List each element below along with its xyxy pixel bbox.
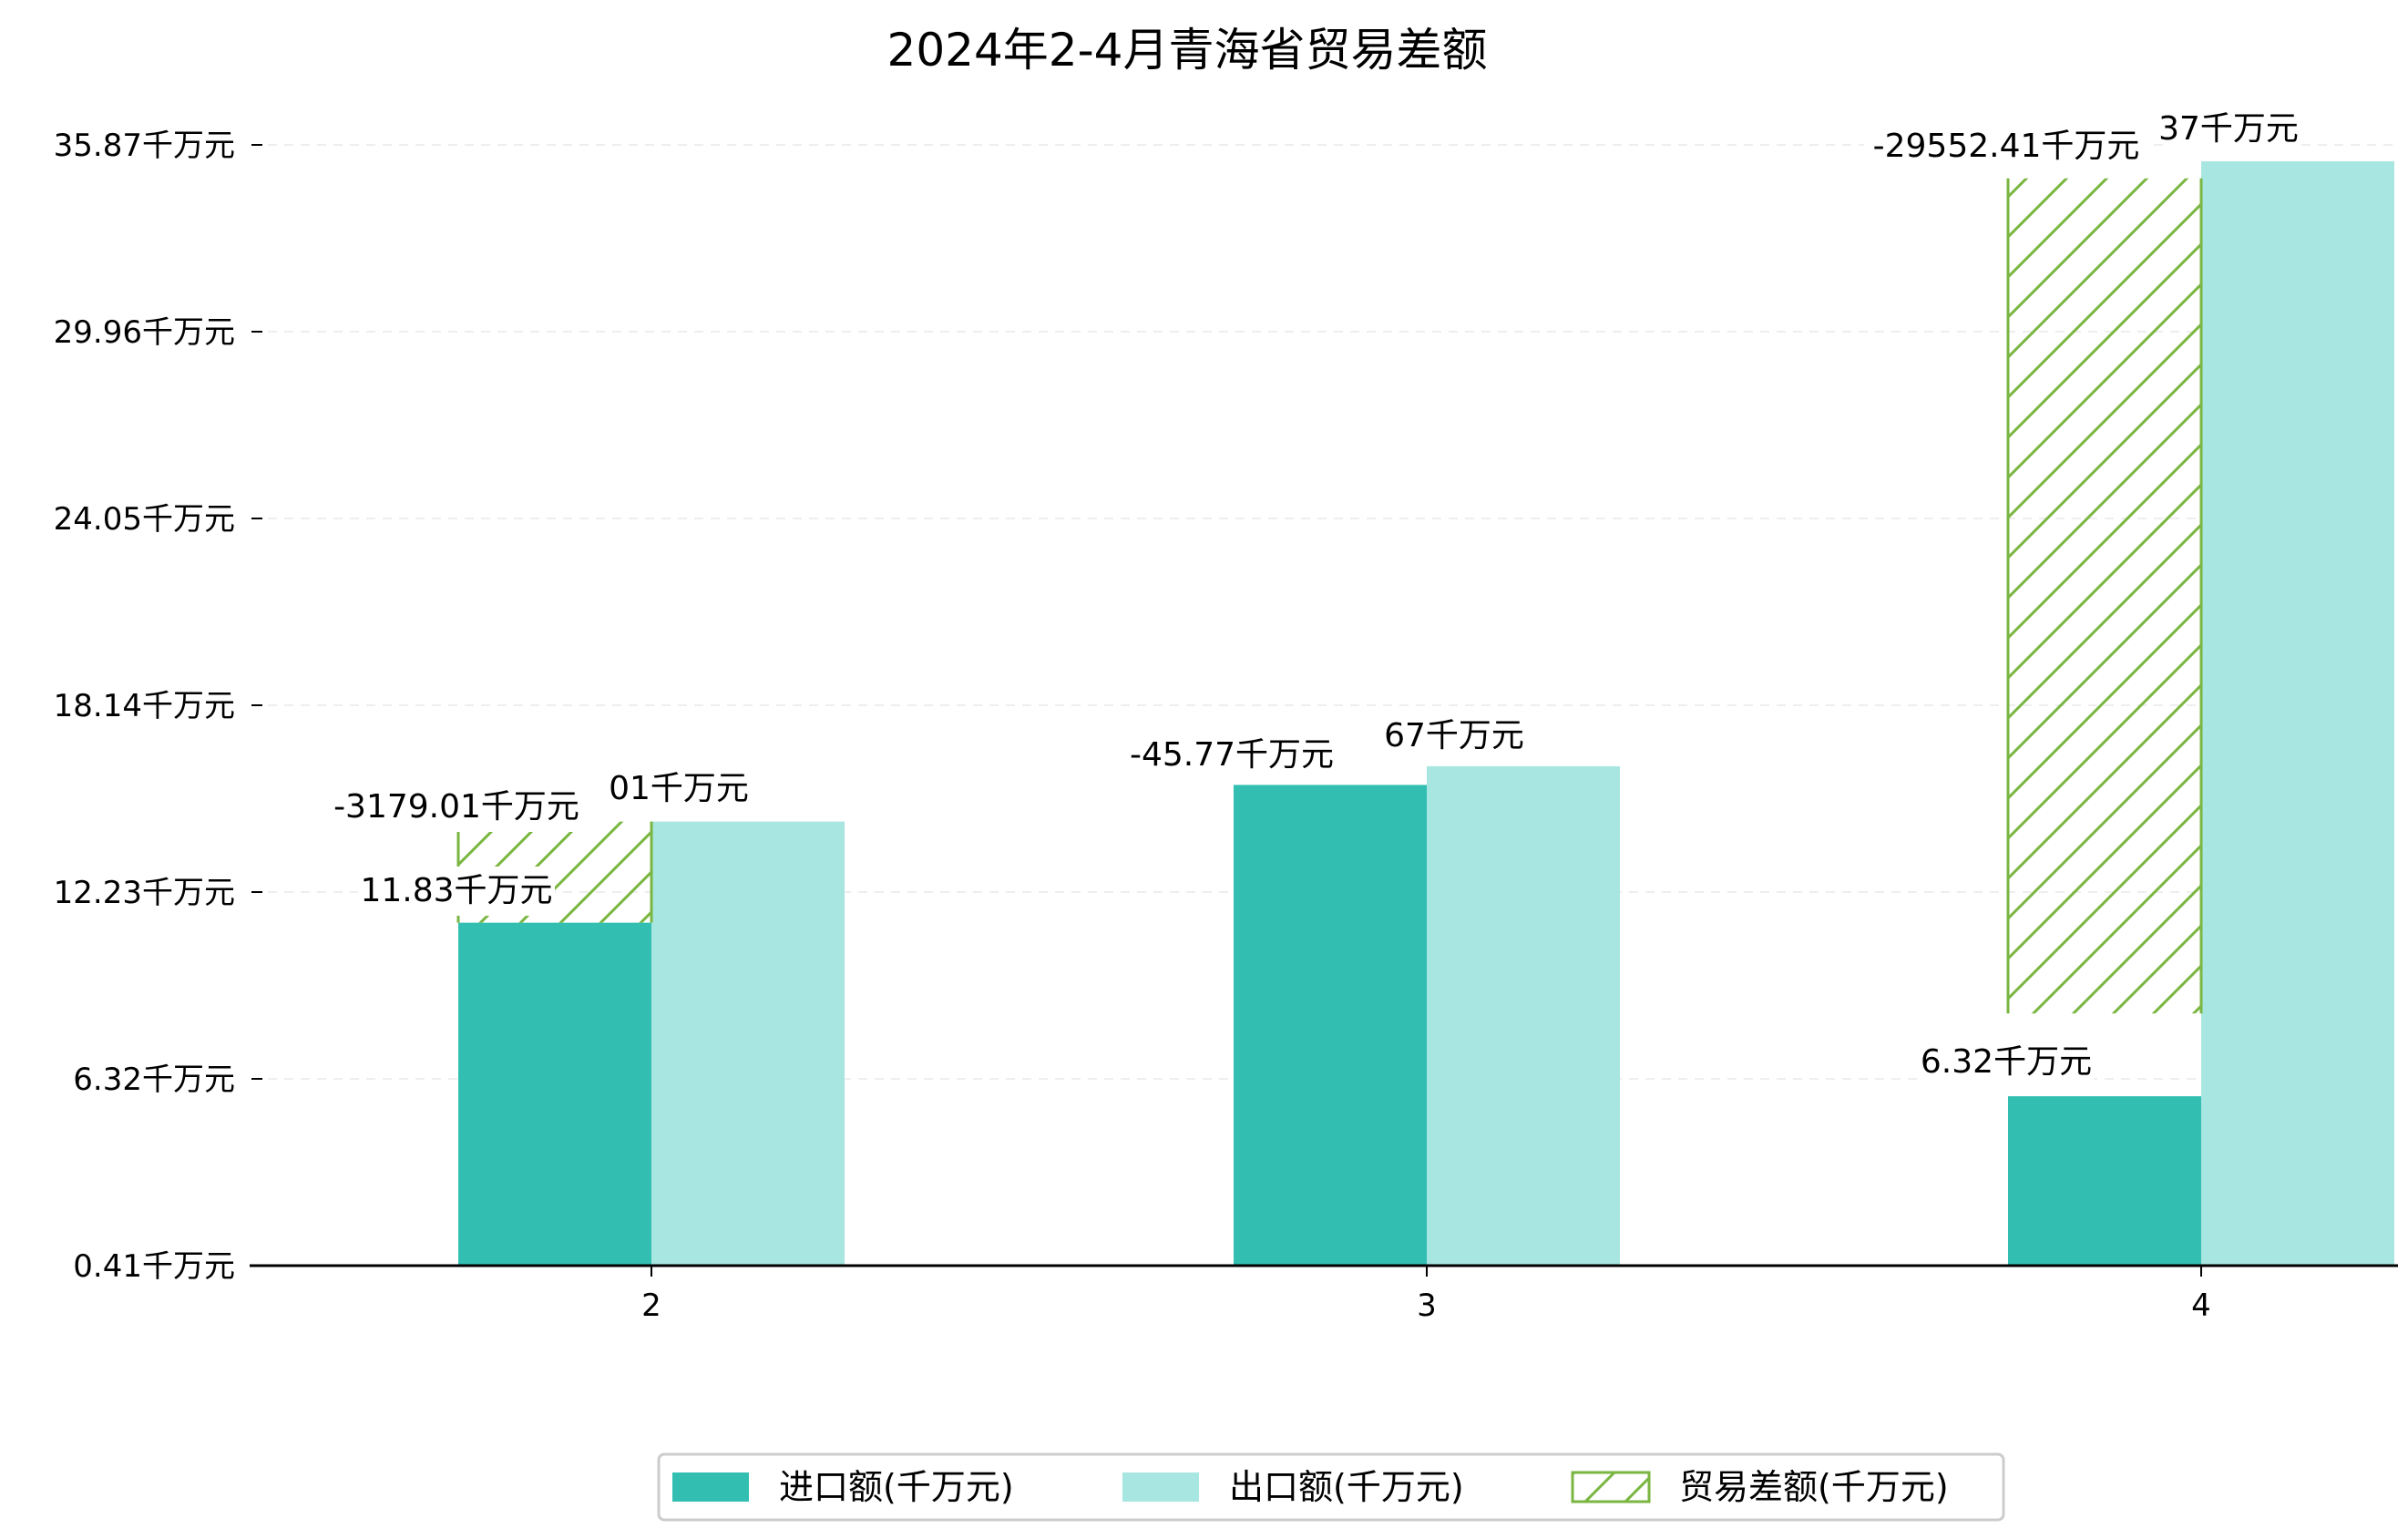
export-data-label-bg bbox=[2163, 105, 2294, 154]
export-data-label-text: 67千万元 bbox=[1384, 717, 1524, 754]
legend-swatch-export bbox=[1122, 1472, 1199, 1502]
y-tick-label: 6.32千万元 bbox=[73, 1062, 235, 1098]
export-data-label-text: 37千万元 bbox=[2158, 110, 2299, 148]
export-bar bbox=[651, 821, 845, 1266]
export-data-label: 37千万元 bbox=[2158, 105, 2299, 154]
import-data-label-bg bbox=[1919, 1038, 2094, 1087]
balance-bar-hatch bbox=[2008, 178, 2201, 1014]
balance-data-label-text: -29552.41千万元 bbox=[1873, 128, 2140, 165]
legend-label-balance: 贸易差额(千万元) bbox=[1679, 1467, 1949, 1507]
import-bar bbox=[2008, 1096, 2201, 1266]
export-data-label-text: 01千万元 bbox=[609, 770, 749, 807]
legend-swatch-import bbox=[672, 1472, 749, 1502]
x-tick-label: 3 bbox=[1417, 1288, 1437, 1324]
import-bar bbox=[1234, 785, 1427, 1266]
legend-label-export: 出口额(千万元) bbox=[1229, 1467, 1464, 1507]
export-data-label: 67千万元 bbox=[1384, 712, 1524, 761]
legend-label-import: 进口额(千万元) bbox=[779, 1467, 1014, 1507]
export-bar bbox=[1427, 765, 1620, 1266]
balance-data-label-bg bbox=[325, 783, 588, 832]
import-data-label: 6.32千万元 bbox=[1919, 1038, 2094, 1087]
x-tick-label: 4 bbox=[2191, 1288, 2211, 1324]
y-tick-label: 0.41千万元 bbox=[73, 1248, 235, 1285]
import-data-label-bg bbox=[358, 867, 555, 916]
y-axis-ticks: 0.41千万元 6.32千万元 12.23千万元 18.14千万元 24.05千万元 29… bbox=[54, 128, 262, 1285]
balance-data-label-text: -45.77千万元 bbox=[1130, 736, 1334, 774]
balance-data-label-bg bbox=[1864, 122, 2148, 171]
import-bar bbox=[458, 922, 651, 1266]
y-tick-label: 18.14千万元 bbox=[54, 688, 235, 724]
import-data-label-text: 6.32千万元 bbox=[1921, 1043, 2092, 1081]
x-tick-label: 2 bbox=[641, 1288, 661, 1324]
import-data-label: 11.83千万元 bbox=[358, 867, 555, 916]
chart-title: 2024年2-4月青海省贸易差额 bbox=[887, 24, 1488, 77]
balance-data-label: -29552.41千万元 bbox=[1864, 122, 2148, 171]
y-tick-label: 24.05千万元 bbox=[54, 501, 235, 538]
legend: 进口额(千万元) 出口额(千万元) 贸易差额(千万元) bbox=[657, 1452, 2005, 1522]
y-tick-label: 35.87千万元 bbox=[54, 128, 235, 164]
legend-swatch-balance bbox=[1571, 1471, 1651, 1503]
x-axis-ticks: 2 3 4 bbox=[641, 1266, 2211, 1324]
export-data-label: 01千万元 bbox=[609, 764, 749, 814]
balance-data-label-bg bbox=[1122, 731, 1341, 780]
legend-frame bbox=[657, 1452, 2005, 1522]
import-data-label-text: 11.83千万元 bbox=[360, 872, 552, 909]
y-tick-label: 12.23千万元 bbox=[54, 875, 235, 911]
export-bar bbox=[2201, 161, 2394, 1266]
balance-data-label-text: -3179.01千万元 bbox=[333, 788, 579, 826]
data-labels: 01千万元 -3179.01千万元 11.83千万元 67千万元 -45.77千万元 37… bbox=[325, 105, 2299, 1087]
export-data-label-bg bbox=[613, 764, 744, 814]
bars bbox=[456, 161, 2394, 1266]
balance-data-label: -3179.01千万元 bbox=[325, 783, 588, 832]
export-data-label-bg bbox=[1388, 712, 1520, 761]
y-tick-label: 29.96千万元 bbox=[54, 314, 235, 351]
balance-data-label: -45.77千万元 bbox=[1122, 731, 1341, 780]
